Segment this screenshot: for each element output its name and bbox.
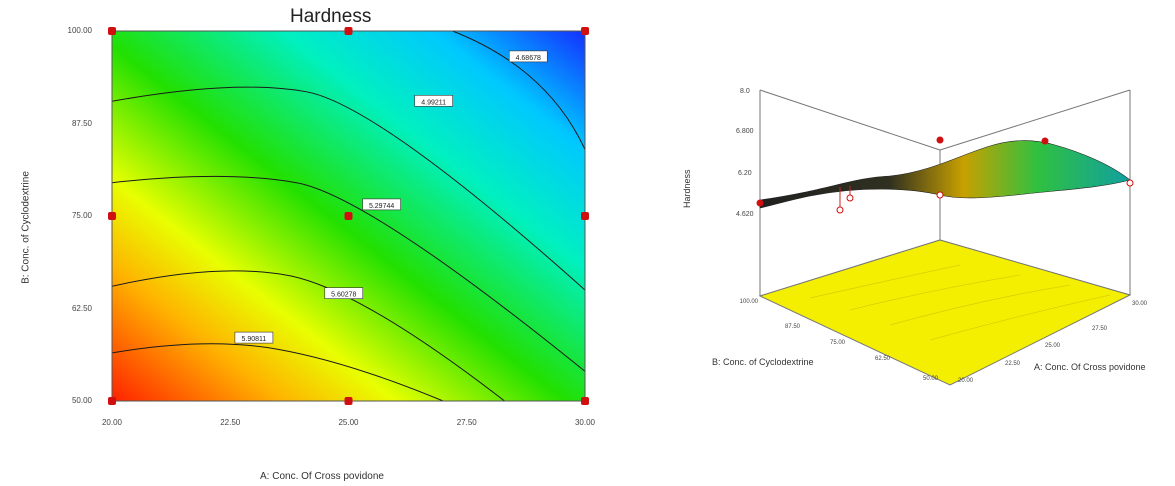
box-edge (759, 89, 941, 151)
surface-plot: 8.0 6.800 6.20 4.620 Hardness 100.00 87.… (660, 60, 1175, 420)
design-point (344, 27, 353, 35)
x-tick-label: 20.00 (958, 378, 974, 384)
y-tick-label: 62.50 (875, 356, 891, 362)
y-tick-label: 87.50 (785, 324, 801, 330)
x-tick-label: 25.00 (1045, 343, 1061, 349)
z-tick-label: 6.20 (738, 170, 752, 177)
contour-label: 5.60278 (331, 292, 356, 299)
contour-plot: Hardness 5.90811 5.60278 5.29744 4.99211 4.6… (20, 6, 596, 482)
contour-label: 5.29744 (369, 203, 394, 210)
y-tick-label: 75.00 (830, 340, 846, 346)
y-tick-label: 62.50 (71, 303, 92, 313)
x-tick-label: 25.00 (338, 418, 359, 427)
contour-label-box (234, 331, 274, 344)
design-point (581, 397, 589, 405)
contour-label: 5.90811 (242, 336, 267, 343)
y-axis-label: B: Conc. of Cyclodextrine (20, 171, 32, 284)
floor-contour (889, 284, 1071, 326)
y-tick-label: 100.00 (67, 26, 92, 35)
y-tick-label: 50.00 (71, 396, 92, 405)
contour-plot-area: 5.90811 5.60278 5.29744 4.99211 4.68678 (108, 27, 589, 405)
x-tick-label: 20.00 (101, 418, 123, 427)
floor-contour (809, 264, 961, 299)
contour-label: 4.99211 (421, 99, 446, 106)
z-tick-label: 6.800 (736, 128, 754, 135)
design-point (756, 199, 764, 207)
y-tick-label: 75.00 (71, 211, 92, 220)
design-point (344, 397, 353, 405)
contour-label-box (508, 50, 548, 63)
x-tick-label: 22.50 (220, 418, 241, 427)
design-point (1041, 137, 1049, 145)
design-point (936, 136, 944, 144)
x-axis-label: A: Conc. Of Cross povidone (260, 471, 384, 482)
contour-line (112, 175, 585, 372)
contour-label-box (414, 95, 453, 107)
contour-label: 4.68678 (516, 55, 541, 62)
y-tick-label: 50.00 (923, 376, 939, 382)
z-tick-label: 8.0 (740, 88, 750, 95)
chart-title: Hardness (290, 6, 372, 27)
design-point (581, 212, 589, 220)
response-surface (759, 140, 1131, 209)
y-tick-label: 100.00 (740, 299, 759, 305)
contour-label-box (362, 198, 401, 211)
design-point (108, 27, 116, 35)
contour-line (452, 31, 585, 150)
design-point (1126, 179, 1134, 187)
surface-plot-area: 8.0 6.800 6.20 4.620 Hardness 100.00 87.… (682, 88, 1148, 386)
design-point (846, 194, 854, 202)
x-tick-label: 27.50 (456, 418, 477, 427)
floor-contour (929, 294, 1111, 341)
x-tick-label: 27.50 (1092, 326, 1108, 332)
contour-label-box (324, 287, 364, 300)
design-point (936, 191, 944, 199)
surface-floor (758, 239, 1132, 386)
x-tick-label: 22.50 (1005, 361, 1021, 367)
design-point (836, 206, 844, 214)
floor-contour (849, 274, 1021, 311)
z-tick-label: 4.620 (736, 211, 754, 218)
design-point (108, 212, 116, 220)
x-tick-label: 30.00 (574, 418, 596, 427)
y-axis-label-3d: B: Conc. of Cyclodextrine (712, 357, 814, 367)
contour-line (112, 270, 505, 401)
box-edge (939, 89, 1131, 151)
y-tick-label: 87.50 (71, 118, 92, 128)
design-point (108, 397, 116, 405)
design-point (344, 212, 353, 220)
x-tick-label: 30.00 (1132, 301, 1148, 307)
z-axis-label: Hardness (682, 169, 692, 208)
design-point (581, 27, 589, 35)
contour-line (112, 343, 444, 401)
x-axis-label-3d: A: Conc. Of Cross povidone (1034, 362, 1146, 372)
contour-line (112, 86, 585, 291)
